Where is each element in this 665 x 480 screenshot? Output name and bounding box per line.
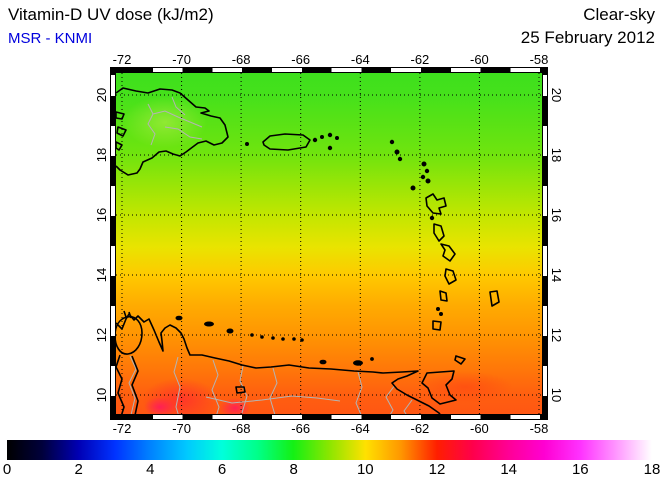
dominica [433,223,445,242]
lat-tick-left-18n: 18 [94,147,109,163]
la-tortuga [319,359,327,365]
colorbar [7,440,652,460]
lon-tick-top-66w: -66 [291,52,311,67]
frame-border-bottom [110,414,548,420]
lon-tick-bottom-70w: -70 [172,421,191,436]
lat-tick-right-14n: 14 [549,267,564,283]
lon-tick-top-72w: -72 [112,52,132,67]
data-source-label: MSR - KNMI [8,30,93,47]
frame-border-top [110,67,548,73]
colorbar-tick-6: 6 [217,461,227,478]
st-vincent [439,290,448,302]
lon-tick-bottom-66w: -66 [291,421,311,436]
lon-tick-top-58w: -58 [529,52,549,67]
trinidad-coast [421,370,457,405]
lon-tick-bottom-72w: -72 [112,421,132,436]
lat-tick-right-10n: 10 [549,387,564,403]
hispaniola-coast [115,87,229,176]
grenada [432,320,442,331]
lon-tick-bottom-64w: -64 [350,421,370,436]
lake-maracaibo [114,315,143,355]
lon-tick-bottom-68w: -68 [231,421,251,436]
lat-tick-right-20n: 20 [549,87,564,103]
lat-tick-right-12n: 12 [549,327,564,343]
st-lucia [444,268,457,285]
colorbar-tick-4: 4 [146,461,155,478]
tobago [454,355,466,365]
colorbar-tick-14: 14 [500,461,518,478]
colorbar-tick-8: 8 [289,461,298,478]
lat-tick-right-18n: 18 [549,147,564,163]
lon-tick-bottom-62w: -62 [410,421,430,436]
frame-border-right [542,67,548,420]
margarita [353,360,363,366]
venezuela-coast [115,313,445,420]
map-frame [110,67,548,420]
lon-tick-top-68w: -68 [231,52,251,67]
lake-valencia [235,386,246,394]
colorbar-tick-16: 16 [571,461,589,478]
frame-border-left [110,67,116,420]
bonaire [226,328,234,334]
lon-tick-top-60w: -60 [469,52,489,67]
graticule [116,73,542,414]
small-islands-layer [175,132,443,366]
colorbar-tick-10: 10 [356,461,374,478]
hotspot-layer [123,96,513,420]
sky-condition-label: Clear-sky [583,5,655,24]
lat-tick-left-12n: 12 [94,327,109,343]
lat-tick-left-14n: 14 [94,267,109,283]
lat-tick-left-16n: 16 [94,207,109,223]
lon-tick-top-64w: -64 [350,52,370,67]
martinique [440,243,456,262]
lon-tick-bottom-58w: -58 [529,421,549,436]
colorbar-tick-0: 0 [2,461,12,478]
coastline-layer [114,87,500,420]
page-title: Vitamin-D UV dose (kJ/m2) [8,5,214,24]
lon-tick-top-70w: -70 [172,52,191,67]
colorbar-tick-2: 2 [74,461,83,478]
guadeloupe [425,193,447,215]
curacao [204,321,214,327]
lon-tick-top-62w: -62 [410,52,430,67]
aruba [175,315,183,321]
lat-tick-left-20n: 20 [94,87,109,103]
map-overlay-coastlines [114,73,542,420]
lon-tick-bottom-60w: -60 [469,421,489,436]
date-label: 25 February 2012 [520,28,655,47]
lat-tick-left-10n: 10 [94,387,109,403]
barbados [489,290,500,307]
lat-tick-right-16n: 16 [549,207,564,223]
colorbar-tick-18: 18 [643,461,661,478]
colorbar-tick-12: 12 [428,461,446,478]
puerto-rico-coast [262,133,311,151]
